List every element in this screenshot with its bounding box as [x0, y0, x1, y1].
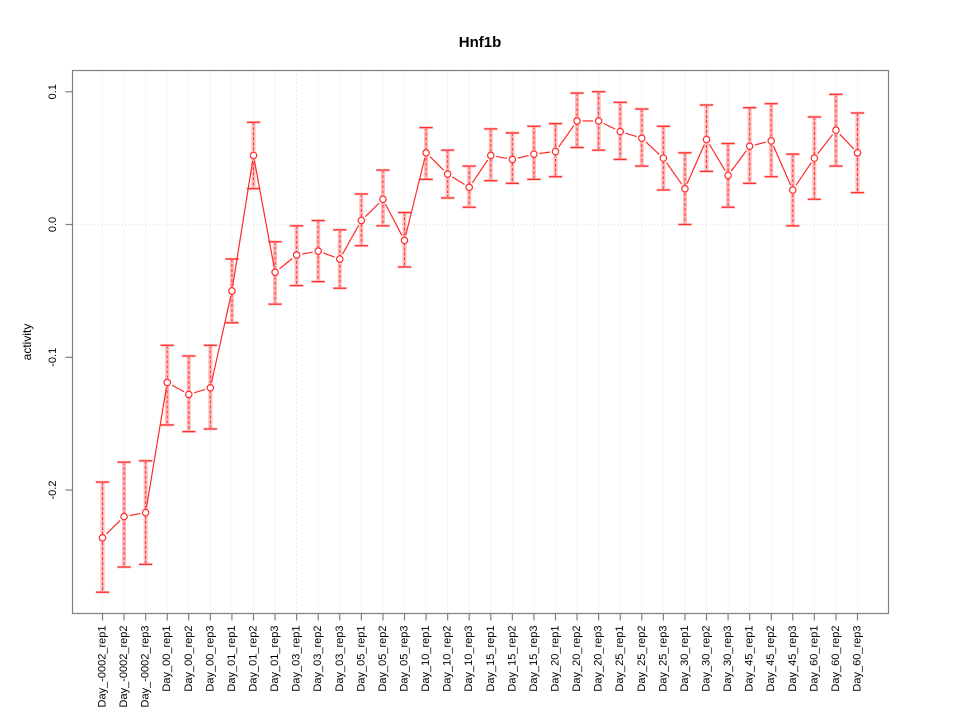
data-point: [206, 384, 215, 392]
x-tick-label: Day_03_rep2: [312, 626, 324, 692]
x-tick-label: Day_25_rep1: [614, 626, 626, 692]
plot-border: [71, 69, 890, 615]
x-tick-label: Day_01_rep1: [226, 626, 238, 692]
x-tick-label: Day_01_rep3: [269, 626, 281, 692]
y-tick-label: 0.0: [47, 217, 59, 232]
x-axis-ticks: [101, 613, 859, 621]
data-point: [788, 186, 797, 194]
data-point: [551, 147, 560, 156]
series-line: [105, 120, 855, 535]
x-tick-label: Day_10_rep3: [463, 626, 475, 692]
x-tick-label: Day_60_rep2: [830, 626, 842, 692]
data-point: [853, 149, 862, 157]
x-tick-label: Day_-0002_rep2: [118, 626, 130, 708]
x-tick-label: Day_15_rep2: [506, 626, 518, 692]
x-tick-label: Day_45_rep2: [765, 626, 777, 692]
data-point: [98, 534, 107, 542]
data-point: [314, 247, 323, 255]
data-point: [120, 512, 128, 521]
data-point: [573, 117, 581, 125]
x-tick-label: Day_20_rep1: [550, 626, 562, 692]
x-tick-label: Day_45_rep1: [744, 626, 756, 692]
x-tick-label: Day_25_rep2: [636, 626, 648, 692]
x-tick-label: Day_10_rep2: [442, 626, 454, 692]
data-point: [486, 151, 495, 160]
chart-title: Hnf1b: [458, 34, 502, 51]
x-tick-label: Day_10_rep1: [420, 626, 432, 692]
x-axis-labels: Day_-0002_rep1 Day_-0002_rep2 Day_-0002_re…: [97, 626, 864, 708]
x-tick-label: Day_05_rep2: [377, 626, 389, 692]
data-point: [594, 117, 603, 125]
data-point: [767, 137, 776, 145]
data-point: [810, 154, 819, 162]
x-tick-label: Day_30_rep2: [701, 626, 713, 692]
y-tick-label: -0.1: [47, 348, 59, 367]
data-point: [724, 171, 732, 180]
data-point: [745, 142, 754, 150]
data-point: [422, 149, 430, 157]
error-bars-whisker: [102, 91, 858, 593]
y-tick-label: 0.1: [47, 84, 59, 99]
y-axis-labels: 0.1 0.0 -0.1 -0.2: [47, 84, 59, 499]
data-point: [443, 170, 452, 178]
y-axis-ticks: [65, 91, 73, 491]
data-point: [508, 155, 517, 164]
x-tick-label: Day_03_rep1: [291, 626, 303, 692]
x-tick-label: Day_01_rep2: [248, 626, 260, 692]
data-point: [379, 195, 387, 204]
x-tick-label: Day_00_rep3: [204, 626, 216, 692]
x-tick-label: Day_00_rep2: [183, 626, 195, 692]
data-point: [702, 135, 711, 144]
data-point: [292, 251, 301, 259]
data-point: [400, 236, 409, 245]
x-tick-label: Day_60_rep1: [808, 626, 820, 692]
data-point: [465, 183, 474, 192]
data-point: [271, 268, 279, 277]
x-tick-label: Day_15_rep3: [528, 626, 540, 692]
x-tick-label: Day_20_rep3: [593, 626, 605, 692]
error-bars-band: [100, 91, 860, 593]
x-tick-label: Day_20_rep2: [571, 626, 583, 692]
x-tick-label: Day_00_rep1: [161, 626, 173, 692]
gridlines: [102, 70, 858, 614]
data-points: [98, 117, 862, 542]
y-axis-title: activity: [20, 323, 34, 361]
x-tick-label: Day_60_rep3: [852, 626, 864, 692]
x-tick-label: Day_-0002_rep3: [140, 626, 152, 708]
data-point: [659, 154, 668, 162]
data-point: [637, 134, 646, 143]
data-point: [141, 508, 150, 517]
x-tick-label: Day_05_rep3: [399, 626, 411, 692]
data-point: [616, 127, 625, 136]
x-tick-label: Day_15_rep1: [485, 626, 497, 692]
data-point: [530, 150, 538, 158]
x-tick-label: Day_-0002_rep1: [97, 626, 109, 708]
data-point: [681, 184, 689, 193]
data-point: [184, 390, 193, 399]
y-tick-label: -0.2: [47, 481, 59, 500]
data-point: [357, 216, 366, 225]
x-tick-label: Day_05_rep1: [355, 626, 367, 692]
x-tick-label: Day_25_rep3: [657, 626, 669, 692]
x-tick-label: Day_45_rep3: [787, 626, 799, 692]
data-point: [249, 151, 258, 160]
error-bars-caps: [95, 90, 865, 594]
data-point: [228, 287, 236, 295]
data-point: [163, 378, 172, 387]
data-point: [335, 255, 344, 263]
x-tick-label: Day_30_rep3: [722, 626, 734, 692]
data-point: [832, 126, 840, 135]
x-tick-label: Day_03_rep3: [334, 626, 346, 692]
x-tick-label: Day_30_rep1: [679, 626, 691, 692]
